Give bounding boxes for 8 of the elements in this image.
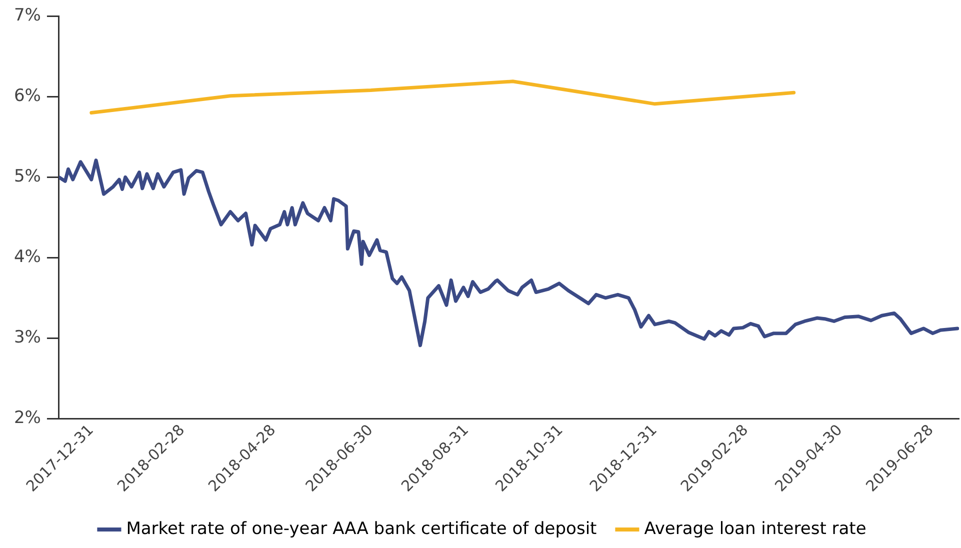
- y-tick-label: 6%: [14, 86, 41, 106]
- legend-label: Market rate of one-year AAA bank certificate of deposit: [126, 518, 598, 539]
- y-tick-label: 7%: [14, 6, 41, 26]
- y-tick-label: 3%: [14, 328, 41, 348]
- y-tick-label: 5%: [14, 166, 41, 187]
- y-tick-label: 4%: [14, 247, 41, 268]
- legend-label: Average loan interest rate: [644, 518, 866, 539]
- y-tick-label: 2%: [14, 408, 41, 428]
